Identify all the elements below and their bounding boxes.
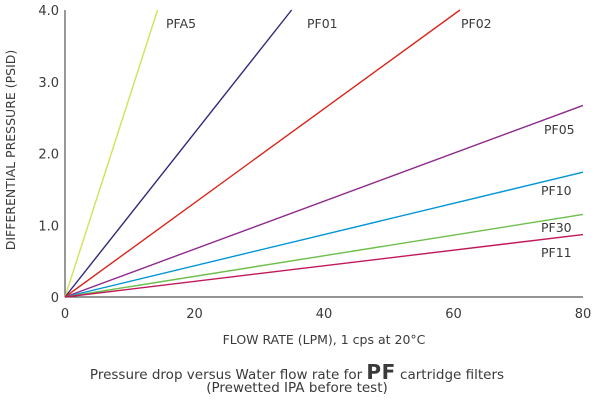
caption-text-end: cartridge filters bbox=[395, 367, 505, 383]
series-line-pf01 bbox=[64, 9, 293, 298]
y-axis-title: DIFFERENTIAL PRESSURE (PSID) bbox=[3, 50, 18, 251]
y-tick-label: 0 bbox=[51, 291, 59, 306]
series-line-pf02 bbox=[64, 9, 461, 298]
caption-text-start: Pressure drop versus Water flow rate for bbox=[89, 367, 367, 383]
series-label-pf01: PF01 bbox=[307, 16, 338, 31]
series-line-pf11 bbox=[64, 233, 584, 298]
series-label-pf05: PF05 bbox=[544, 122, 575, 137]
series-lines bbox=[64, 9, 584, 298]
x-tick-label: 60 bbox=[445, 307, 462, 322]
caption-product-name: PF bbox=[366, 360, 396, 384]
chart-caption: Pressure drop versus Water flow rate for… bbox=[0, 360, 594, 384]
x-tick-label: 40 bbox=[316, 307, 333, 322]
x-axis-title: FLOW RATE (LPM), 1 cps at 20°C bbox=[223, 332, 426, 347]
series-label-pf11: PF11 bbox=[541, 245, 572, 260]
series-label-pfa5: PFA5 bbox=[166, 16, 196, 31]
x-tick-label: 0 bbox=[61, 307, 69, 322]
series-label-pf30: PF30 bbox=[541, 220, 572, 235]
x-tick-label: 20 bbox=[186, 307, 203, 322]
y-tick-label: 1.0 bbox=[38, 219, 59, 234]
axes bbox=[64, 10, 583, 298]
series-line-pf30 bbox=[64, 213, 584, 298]
chart-caption-note: (Prewetted IPA before test) bbox=[206, 380, 388, 396]
series-labels: PFA5 PF01 PF02 PF05 PF10 PF30 PF11 bbox=[166, 16, 575, 260]
series-label-pf10: PF10 bbox=[541, 183, 572, 198]
y-tick-label: 2.0 bbox=[38, 148, 59, 163]
y-tick-label: 4.0 bbox=[38, 4, 59, 19]
y-tick-label: 3.0 bbox=[38, 76, 59, 91]
x-tick-label: 80 bbox=[575, 307, 592, 322]
series-label-pf02: PF02 bbox=[461, 16, 492, 31]
series-line-pf10 bbox=[64, 171, 584, 298]
tick-labels: 0 20 40 60 80 0 1.0 2.0 3.0 4.0 bbox=[38, 4, 591, 322]
series-line-pfa5 bbox=[64, 9, 159, 298]
series-line-pf05 bbox=[64, 104, 584, 298]
